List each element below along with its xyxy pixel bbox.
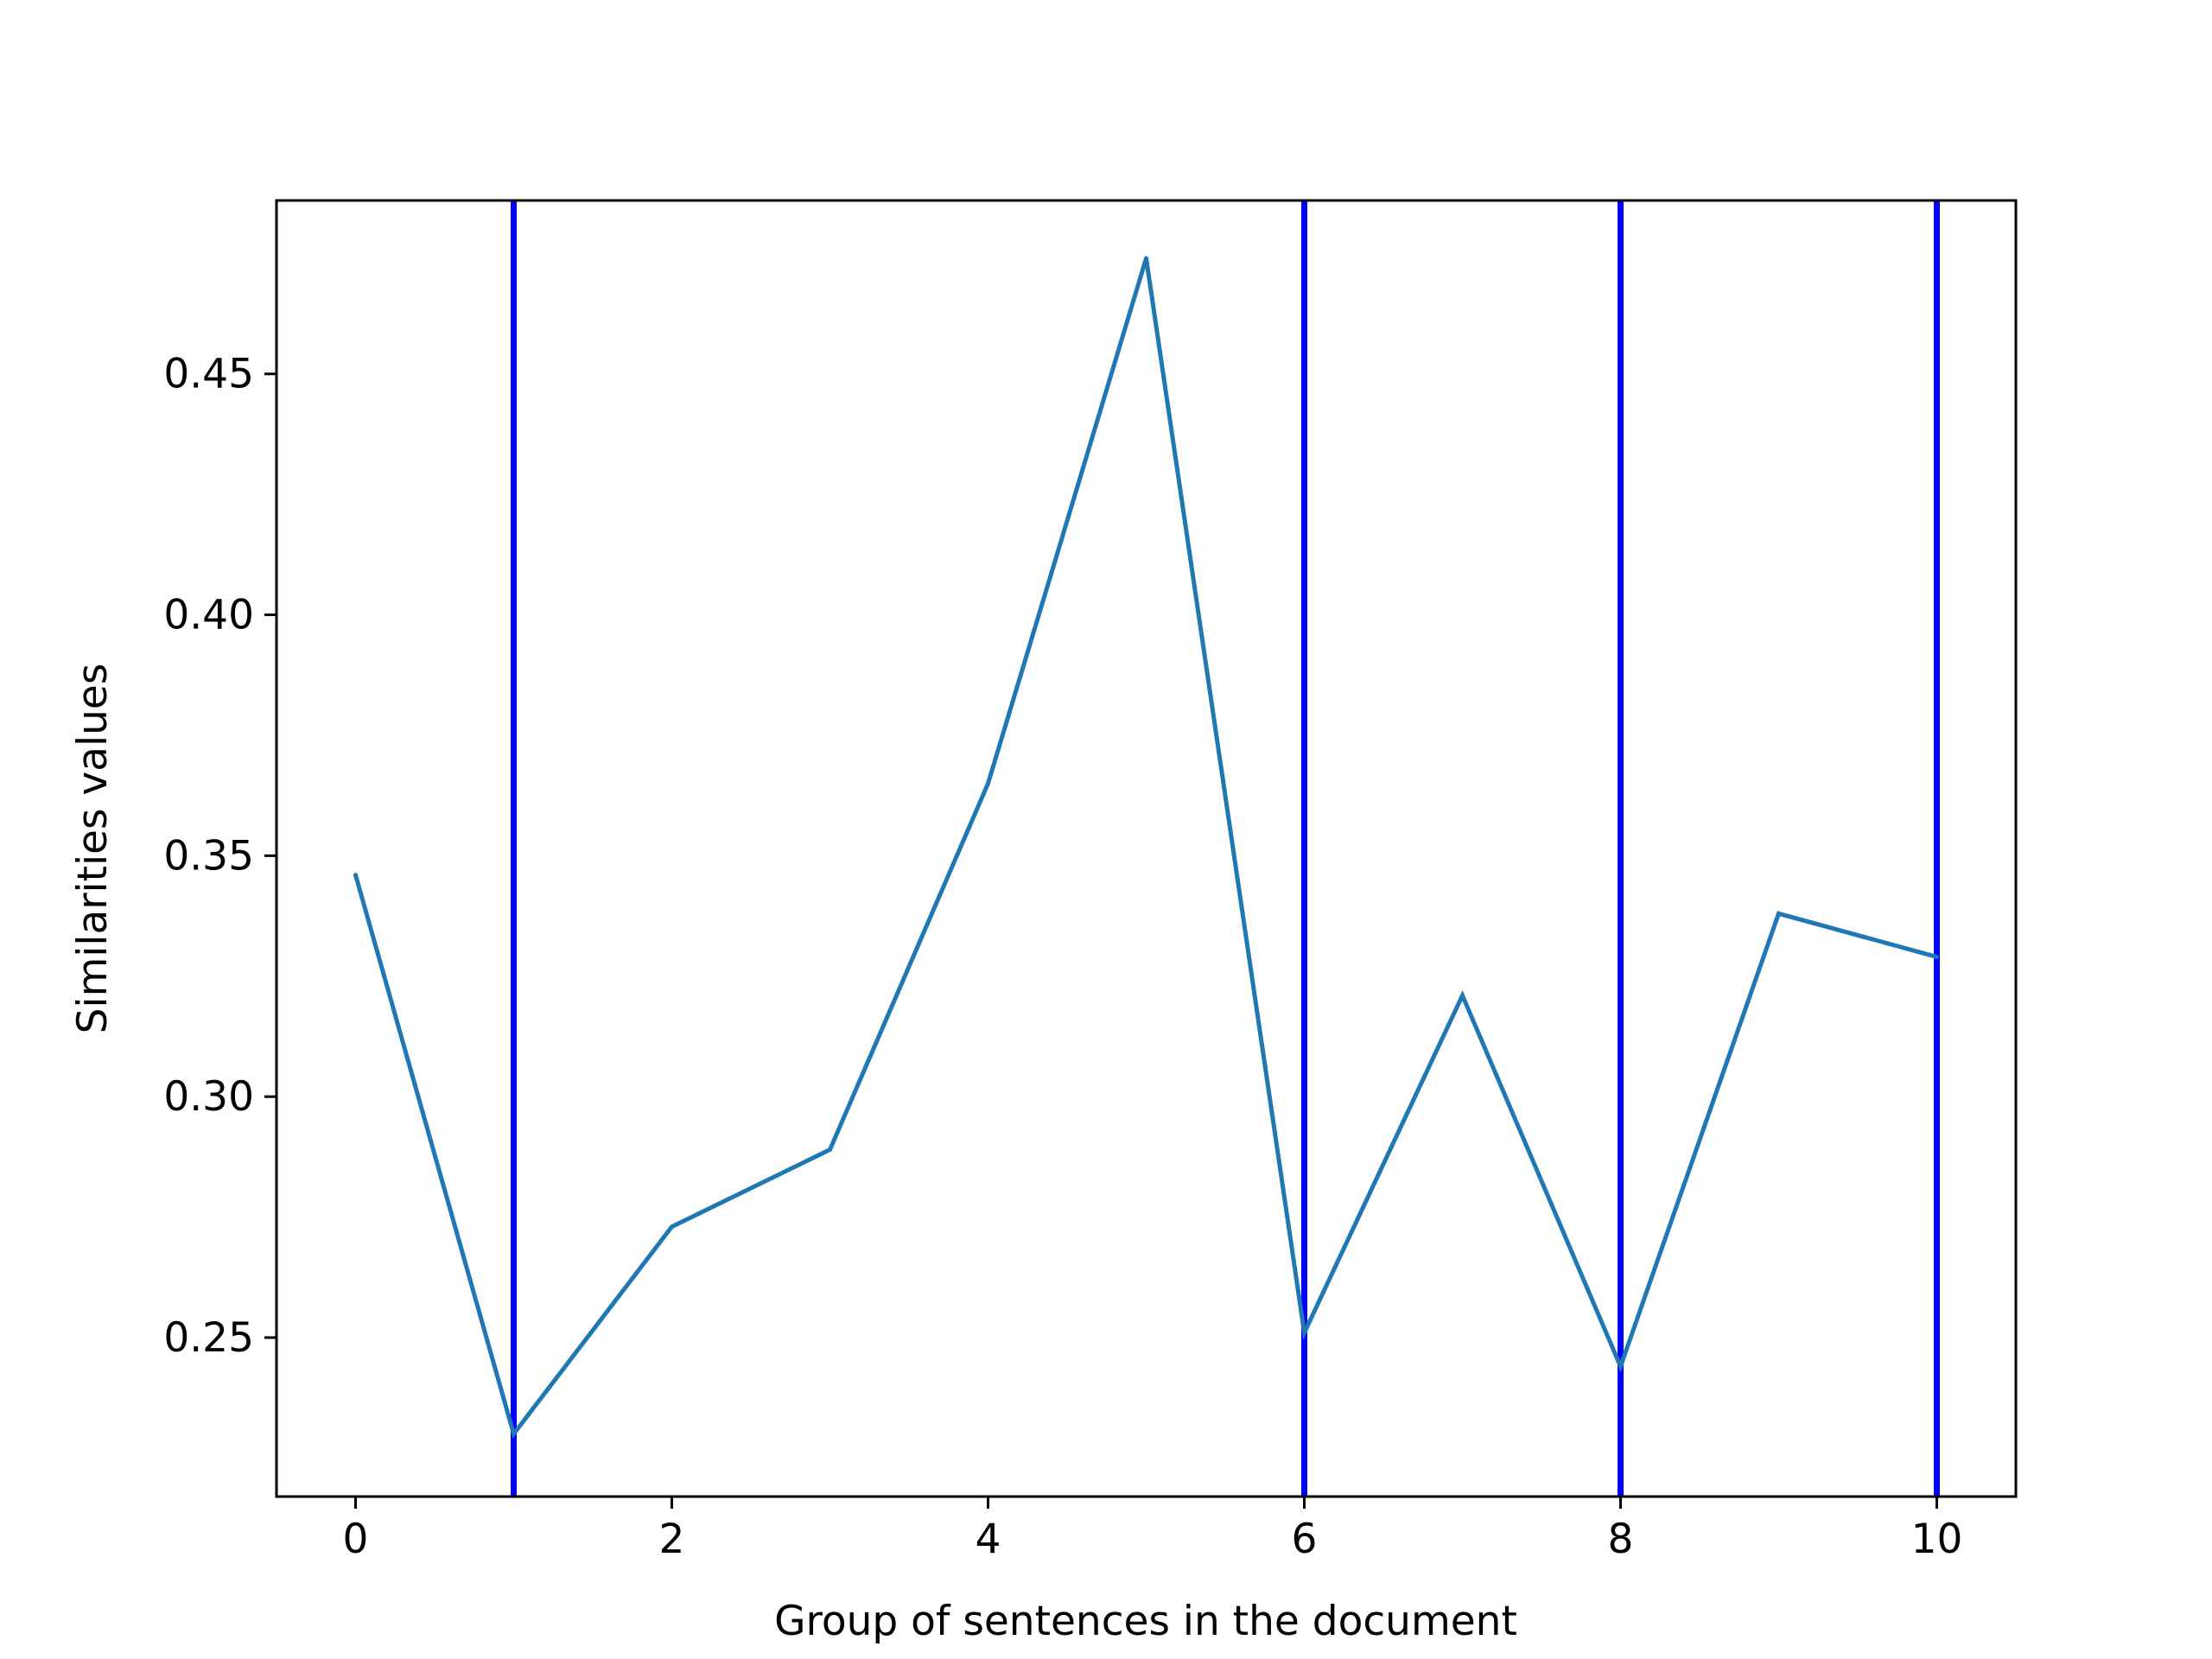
x-axis: 0 2 4 6 8 10 (343, 1497, 1963, 1563)
y-axis: 0.25 0.30 0.35 0.40 0.45 (163, 351, 276, 1362)
vertical-lines (511, 200, 1940, 1497)
data-point-0-10 (1935, 954, 1939, 959)
y-axis-label: Similarities values (69, 664, 117, 1034)
data-point-0-2 (670, 1224, 674, 1230)
x-tick-label-0: 0 (343, 1516, 369, 1563)
data-point-0-9 (1777, 911, 1781, 916)
plot-area (276, 200, 2016, 1497)
plot-frame (275, 199, 2018, 1498)
data-point-0-5 (1144, 256, 1148, 261)
y-tick-label-1: 0.30 (163, 1073, 254, 1121)
x-tick-label-4: 8 (1608, 1516, 1634, 1563)
data-point-0-6 (1302, 1330, 1306, 1335)
y-tick-label-4: 0.45 (163, 351, 254, 398)
data-point-0-3 (828, 1147, 832, 1153)
data-point-0-1 (512, 1432, 516, 1437)
data-point-0-7 (1460, 993, 1465, 998)
y-tick-label-0: 0.25 (163, 1314, 254, 1362)
x-tick-label-2: 4 (976, 1516, 1001, 1563)
x-tick-label-1: 2 (659, 1516, 685, 1563)
y-tick-label-2: 0.35 (163, 832, 254, 880)
series-layer (353, 256, 1939, 1439)
data-point-0-4 (986, 781, 990, 786)
data-point-0-8 (1618, 1363, 1623, 1369)
x-axis-label: Group of sentences in the document (774, 1598, 1517, 1645)
x-tick-label-5: 10 (1911, 1516, 1963, 1563)
y-tick-label-3: 0.40 (163, 592, 254, 639)
data-point-0-0 (353, 873, 358, 878)
x-tick-label-3: 6 (1292, 1516, 1318, 1563)
